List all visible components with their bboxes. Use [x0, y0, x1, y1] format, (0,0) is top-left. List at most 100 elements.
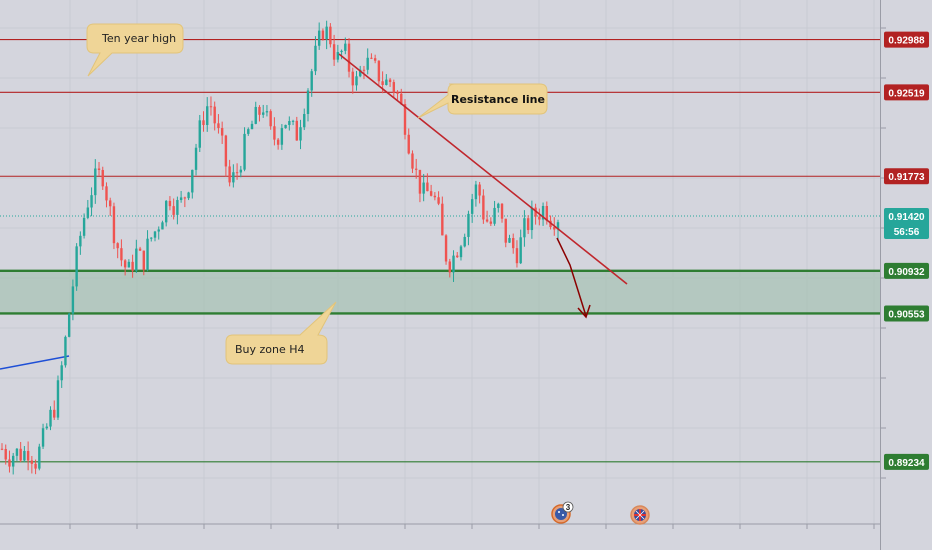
candle	[258, 105, 261, 122]
candle	[131, 254, 134, 278]
candle	[366, 48, 369, 75]
candle	[198, 114, 201, 152]
price-tag: 0.89234	[884, 453, 929, 470]
candle	[280, 124, 284, 150]
callout-resistance-line[interactable]: Resistance line	[417, 83, 548, 119]
candle	[429, 184, 433, 197]
callout-buy-zone-h4-text: Buy zone H4	[235, 343, 305, 356]
candle	[82, 213, 86, 239]
candle	[273, 117, 276, 146]
candle	[362, 65, 366, 80]
candle	[355, 70, 358, 91]
candle	[34, 459, 37, 475]
candle	[176, 196, 179, 225]
candle	[310, 68, 313, 97]
candle	[426, 173, 429, 192]
candle	[321, 28, 325, 41]
candle	[64, 335, 67, 368]
candle	[262, 104, 265, 118]
candle	[53, 400, 56, 420]
candle	[243, 127, 246, 172]
candle	[377, 60, 381, 85]
candle	[105, 182, 108, 208]
candle	[123, 259, 127, 276]
candle	[220, 121, 224, 144]
candle	[142, 250, 145, 276]
candle	[530, 200, 534, 239]
candle	[269, 109, 272, 130]
price-tag: 0.91773	[884, 168, 929, 185]
callout-ten-year-high[interactable]: Ten year high	[86, 23, 184, 77]
candle	[463, 233, 466, 248]
candle	[474, 180, 478, 207]
candle	[276, 137, 280, 150]
candle	[11, 452, 15, 475]
candle	[385, 74, 388, 86]
candle	[444, 234, 448, 265]
candle	[45, 423, 48, 430]
price-tag-label: 0.91773	[888, 172, 925, 183]
candle	[135, 239, 138, 274]
candle	[67, 312, 71, 338]
candle	[8, 450, 11, 473]
candle	[26, 441, 30, 471]
price-tag-label: 0.90932	[888, 267, 925, 278]
candle	[329, 23, 332, 48]
price-tags: 0.92988 0.92519 0.91773 0.90932 0.90553 0.892…	[884, 31, 929, 470]
candle	[519, 229, 522, 265]
price-tag-label: 0.89234	[888, 458, 925, 469]
candle	[388, 77, 392, 87]
candle	[452, 250, 455, 282]
current-price-label: 0.91420	[888, 212, 925, 223]
event-icon-uk[interactable]	[630, 505, 650, 525]
candle	[512, 233, 515, 254]
candle	[146, 230, 149, 272]
candle	[164, 200, 168, 227]
candle	[86, 199, 90, 220]
candle	[347, 38, 351, 78]
candle	[239, 165, 243, 178]
candle	[441, 196, 444, 236]
candle	[295, 116, 298, 141]
candle	[400, 88, 403, 106]
candle	[4, 444, 7, 465]
candle	[194, 143, 198, 176]
candle	[172, 198, 175, 220]
current-price-tag: 0.91420 56:56	[884, 207, 929, 239]
price-tag: 0.90932	[884, 262, 929, 279]
candle	[422, 173, 425, 202]
candle	[254, 101, 257, 125]
candle	[437, 191, 440, 206]
candle	[15, 447, 19, 461]
candle	[415, 158, 418, 179]
candle	[224, 134, 228, 177]
callout-ten-year-high-text: Ten year high	[101, 32, 176, 45]
price-tag: 0.92519	[884, 84, 929, 101]
resistance-trend-line[interactable]	[338, 53, 628, 285]
candle	[303, 108, 306, 131]
event-icon-us[interactable]: 3	[551, 501, 574, 524]
candle	[56, 375, 60, 420]
candle	[340, 49, 343, 60]
candle	[75, 243, 78, 291]
candle	[497, 202, 500, 213]
projection-arrow[interactable]	[556, 237, 591, 319]
candle	[187, 191, 190, 201]
candle	[150, 237, 153, 242]
countdown-label: 56:56	[894, 227, 920, 238]
candle	[19, 441, 22, 463]
candle	[336, 44, 340, 63]
blue-trend-line[interactable]	[0, 355, 70, 370]
candle	[373, 54, 377, 64]
candlesticks	[0, 20, 560, 475]
price-tag-label: 0.90553	[888, 309, 925, 320]
candle	[456, 252, 459, 258]
candle	[49, 406, 52, 431]
candle	[60, 361, 63, 388]
candle	[433, 192, 437, 201]
candle	[101, 166, 104, 190]
time-axis-ticks	[69, 524, 875, 529]
callout-buy-zone-h4[interactable]: Buy zone H4	[225, 301, 337, 365]
